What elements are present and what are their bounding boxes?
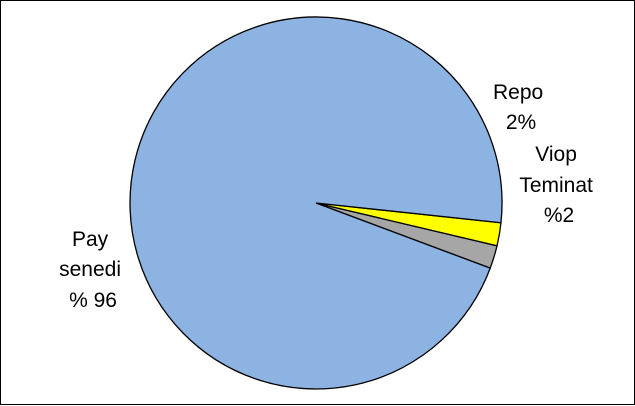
label-pay-line-3: % 96 (69, 289, 117, 312)
label-pay-line-2: senedi (59, 258, 121, 281)
slice-pay-senedi (129, 16, 503, 390)
label-repo-line-1: Repo (493, 81, 543, 104)
label-viop-line-2: Teminat (519, 174, 593, 197)
label-viop-teminat: Viop Teminat %2 (519, 143, 598, 227)
label-viop-line-1: Viop (535, 143, 577, 166)
pie-slices (129, 16, 503, 390)
label-repo: Repo 2% (493, 81, 549, 134)
label-pay-senedi: Pay senedi % 96 (59, 228, 127, 312)
label-repo-line-2: 2% (506, 111, 536, 134)
label-pay-line-1: Pay (72, 228, 109, 251)
label-viop-line-3: %2 (544, 204, 574, 227)
